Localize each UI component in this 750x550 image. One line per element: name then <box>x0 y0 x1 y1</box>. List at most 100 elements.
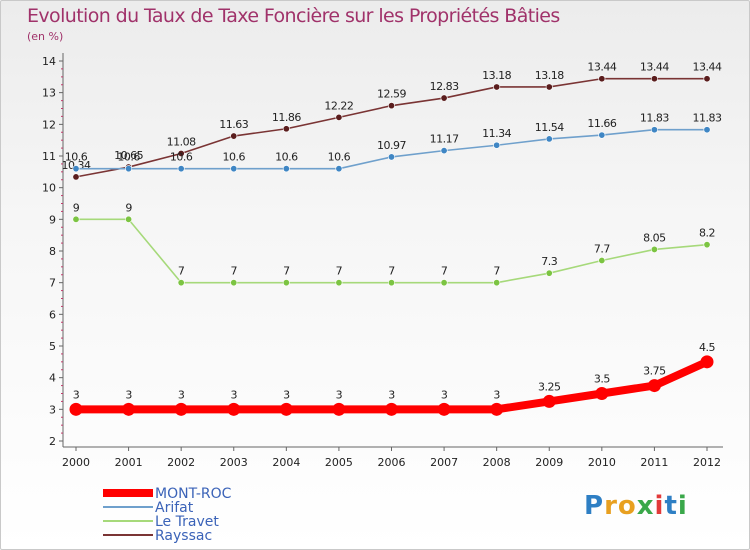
data-label: 11.34 <box>482 127 511 140</box>
data-label: 11.08 <box>167 135 196 148</box>
data-point <box>230 132 238 140</box>
legend-label: Arifat <box>155 500 194 516</box>
data-label: 9 <box>125 201 132 214</box>
data-label: 7.7 <box>594 243 610 256</box>
data-label: 8.2 <box>699 227 715 240</box>
data-label: 3 <box>178 388 185 401</box>
data-label: 12.22 <box>324 99 353 112</box>
x-tick-label: 2010 <box>588 456 616 469</box>
data-point <box>440 279 448 287</box>
data-label: 7 <box>493 265 500 278</box>
data-point <box>440 147 448 155</box>
data-point <box>598 131 606 139</box>
data-point <box>545 269 553 277</box>
chart-subtitle: (en %) <box>27 30 64 43</box>
data-label: 10.6 <box>275 151 298 164</box>
data-point <box>650 126 658 134</box>
data-label: 11.66 <box>587 117 616 130</box>
data-label: 10.97 <box>377 139 406 152</box>
x-tick-label: 2005 <box>325 456 353 469</box>
data-point <box>282 279 290 287</box>
data-point <box>703 75 711 83</box>
data-point <box>177 279 185 287</box>
data-point <box>174 402 188 416</box>
data-label: 11.54 <box>535 121 564 134</box>
data-point <box>335 113 343 121</box>
data-point <box>387 279 395 287</box>
data-point <box>335 279 343 287</box>
x-tick-label: 2011 <box>640 456 668 469</box>
data-point <box>72 215 80 223</box>
data-label: 3.5 <box>594 373 610 386</box>
data-label: 3 <box>283 388 290 401</box>
x-tick-label: 2012 <box>693 456 721 469</box>
y-tick-label: 7 <box>49 277 56 290</box>
data-label: 11.63 <box>219 118 248 131</box>
data-point <box>490 402 504 416</box>
data-point <box>387 153 395 161</box>
data-label: 3.25 <box>538 380 561 393</box>
y-tick-label: 11 <box>42 150 56 163</box>
data-point <box>279 402 293 416</box>
data-point <box>598 256 606 264</box>
data-label: 13.44 <box>640 61 669 74</box>
x-tick-label: 2006 <box>378 456 406 469</box>
data-point <box>703 126 711 134</box>
y-tick-label: 12 <box>42 118 56 131</box>
data-point <box>72 165 80 173</box>
data-label: 12.83 <box>430 80 459 93</box>
data-point <box>437 402 451 416</box>
data-point <box>493 141 501 149</box>
y-tick-label: 3 <box>49 403 56 416</box>
logo-letter: P <box>584 491 605 521</box>
data-label: 9 <box>73 201 80 214</box>
y-tick-label: 13 <box>42 87 56 100</box>
data-label: 10.6 <box>117 151 140 164</box>
data-point <box>122 402 136 416</box>
y-tick-label: 8 <box>49 245 56 258</box>
data-point <box>493 83 501 91</box>
data-point <box>282 125 290 133</box>
data-label: 11.83 <box>693 112 722 125</box>
chart-title: Evolution du Taux de Taxe Foncière sur l… <box>27 5 560 27</box>
data-point <box>230 279 238 287</box>
y-tick-label: 4 <box>49 372 56 385</box>
data-point <box>335 165 343 173</box>
x-tick-label: 2008 <box>483 456 511 469</box>
data-label: 13.44 <box>693 61 722 74</box>
data-point <box>125 215 133 223</box>
data-point <box>700 355 714 369</box>
y-tick-label: 14 <box>42 55 56 68</box>
y-tick-label: 6 <box>49 308 56 321</box>
data-label: 3 <box>493 388 500 401</box>
data-point <box>545 135 553 143</box>
data-label: 3 <box>441 388 448 401</box>
data-label: 7.3 <box>541 255 557 268</box>
data-label: 7 <box>336 265 343 278</box>
logo-letter: i <box>677 491 688 521</box>
data-point <box>282 165 290 173</box>
data-label: 7 <box>388 265 395 278</box>
logo-letter: r <box>604 491 618 521</box>
series-line-mont-roc <box>72 357 711 414</box>
data-point <box>387 102 395 110</box>
data-label: 7 <box>283 265 290 278</box>
data-label: 10.6 <box>170 151 193 164</box>
x-tick-label: 2003 <box>220 456 248 469</box>
x-tick-label: 2000 <box>62 456 90 469</box>
y-tick-label: 5 <box>49 340 56 353</box>
data-label: 11.86 <box>272 111 301 124</box>
data-point <box>650 245 658 253</box>
data-label: 11.83 <box>640 112 669 125</box>
data-label: 3 <box>125 388 132 401</box>
data-point <box>385 402 398 416</box>
data-point <box>332 402 346 416</box>
data-point <box>177 165 185 173</box>
data-label: 10.6 <box>223 151 246 164</box>
data-label: 10.65 <box>114 149 143 162</box>
data-point <box>125 165 133 173</box>
data-label: 3 <box>388 388 395 401</box>
x-tick-label: 2007 <box>430 456 458 469</box>
data-label: 10.6 <box>65 151 88 164</box>
